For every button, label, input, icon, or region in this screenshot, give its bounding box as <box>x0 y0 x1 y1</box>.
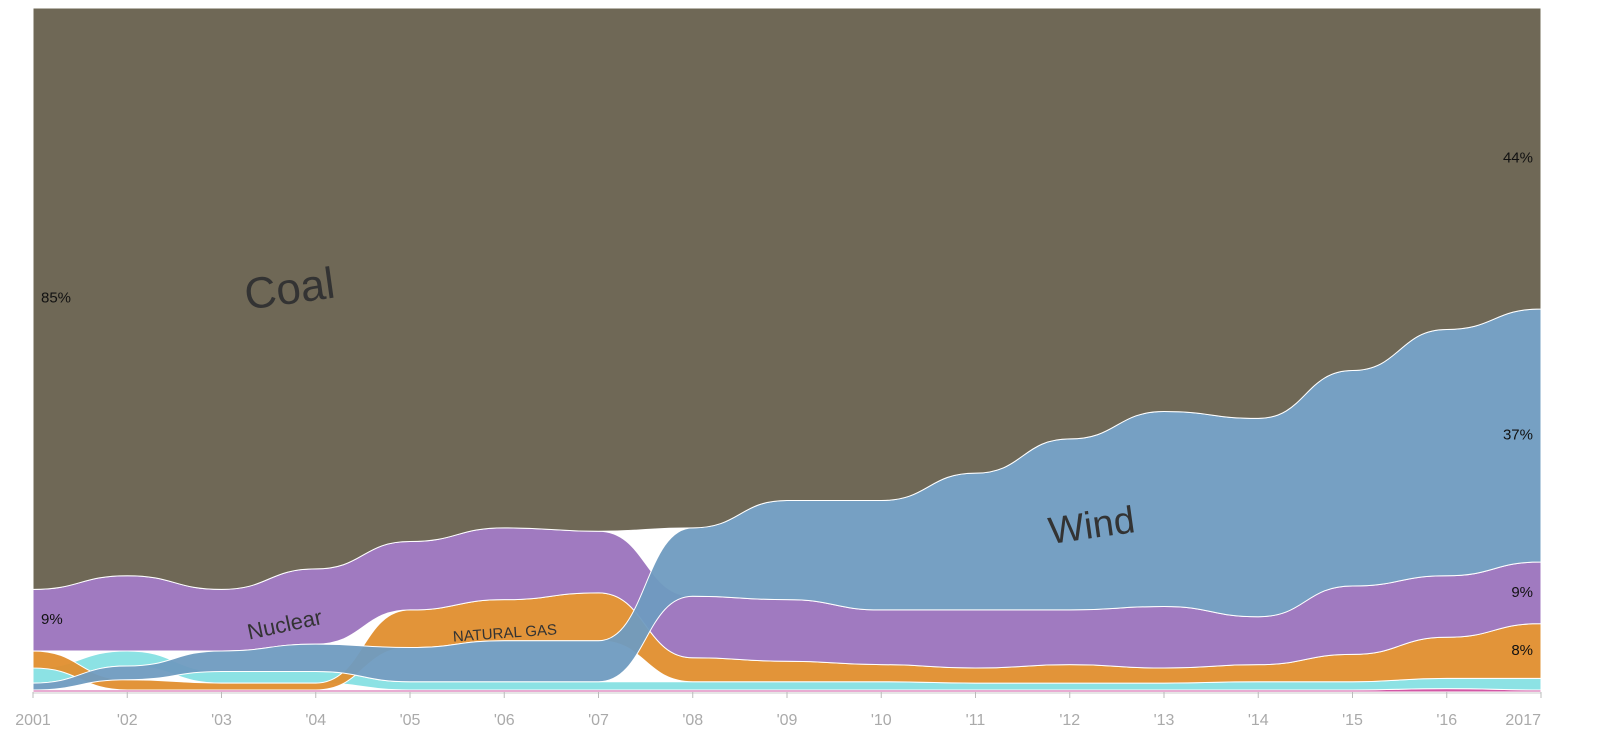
value-label: 44% <box>1503 149 1533 166</box>
x-tick-label: '04 <box>305 712 326 729</box>
x-tick-label: '15 <box>1342 712 1363 729</box>
value-label: 8% <box>1511 642 1533 659</box>
bands <box>32 7 1542 693</box>
x-tick-label: '14 <box>1248 712 1269 729</box>
x-tick-label: '11 <box>966 712 986 729</box>
value-label: 9% <box>41 611 63 628</box>
x-tick-label: '06 <box>494 712 515 729</box>
value-label: 9% <box>1511 584 1533 601</box>
x-tick-label: '13 <box>1154 712 1175 729</box>
labels: Coal Wind Nuclear NATURAL GAS 85%44%37%9… <box>41 149 1533 658</box>
x-tick-label: '07 <box>588 712 609 729</box>
value-label: 85% <box>41 290 71 307</box>
value-label: 37% <box>1503 426 1533 443</box>
x-tick-label: '10 <box>871 712 892 729</box>
area <box>32 7 1542 590</box>
x-tick-label: 2001 <box>15 712 51 729</box>
x-tick-label: '09 <box>777 712 798 729</box>
x-tick-label: '02 <box>117 712 138 729</box>
x-tick-label: '03 <box>211 712 232 729</box>
x-tick-label: '16 <box>1436 712 1457 729</box>
x-tick-label: '05 <box>400 712 421 729</box>
x-tick-label: '08 <box>682 712 703 729</box>
x-tick-label: '12 <box>1059 712 1080 729</box>
x-tick-label: 2017 <box>1505 712 1541 729</box>
